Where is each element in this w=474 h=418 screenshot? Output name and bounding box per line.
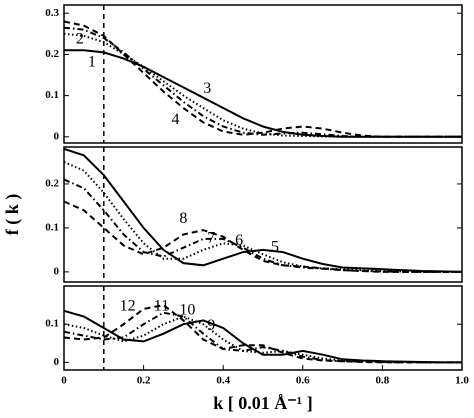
curve-label: 9 <box>207 317 215 334</box>
data-line <box>63 178 462 273</box>
curve-label: 2 <box>76 31 84 48</box>
curve-label: 11 <box>154 298 169 315</box>
data-line <box>63 315 462 364</box>
x-tick-label: 1.0 <box>455 375 469 387</box>
plot-frame <box>63 285 463 371</box>
data-line <box>63 200 462 273</box>
x-axis-label: k [ 0.01 Å⁻¹ ] <box>213 393 312 413</box>
curve-label: 3 <box>203 80 211 97</box>
curve-label: 5 <box>271 238 279 255</box>
curve-label: 12 <box>120 298 136 315</box>
curve-label: 7 <box>207 230 215 247</box>
data-line <box>63 32 462 138</box>
data-line <box>63 311 462 364</box>
curve-label: 6 <box>235 232 243 249</box>
data-line <box>63 147 463 273</box>
curve-label: 1 <box>88 53 96 70</box>
plot-frame <box>63 146 463 283</box>
x-tick-label: 0.2 <box>137 375 151 387</box>
y-tick-label: 0.2 <box>45 177 59 189</box>
data-line <box>63 304 462 364</box>
y-tick-label: 0.1 <box>45 221 59 233</box>
y-tick-label: 0 <box>54 356 60 368</box>
y-tick-label: 0.3 <box>45 7 59 19</box>
y-tick-label: 0 <box>54 130 60 142</box>
curve-label: 10 <box>179 301 195 318</box>
plot-frame <box>63 4 463 144</box>
curve-label: 8 <box>179 210 187 227</box>
y-axis-label: f ( k ) <box>2 194 23 236</box>
y-tick-label: 0 <box>54 265 60 277</box>
y-tick-label: 0.1 <box>45 318 59 330</box>
data-line <box>63 161 462 273</box>
curve-label: 4 <box>171 111 179 128</box>
data-line <box>63 309 462 364</box>
x-tick-label: 0.8 <box>376 375 390 387</box>
x-tick-label: 0.6 <box>296 375 310 387</box>
data-line <box>63 26 462 138</box>
y-tick-label: 0.2 <box>45 48 59 60</box>
y-tick-label: 0.1 <box>45 89 59 101</box>
x-tick-label: 0 <box>61 375 67 387</box>
data-line <box>64 49 462 138</box>
data-line <box>63 20 462 138</box>
x-tick-label: 0.4 <box>216 375 230 387</box>
